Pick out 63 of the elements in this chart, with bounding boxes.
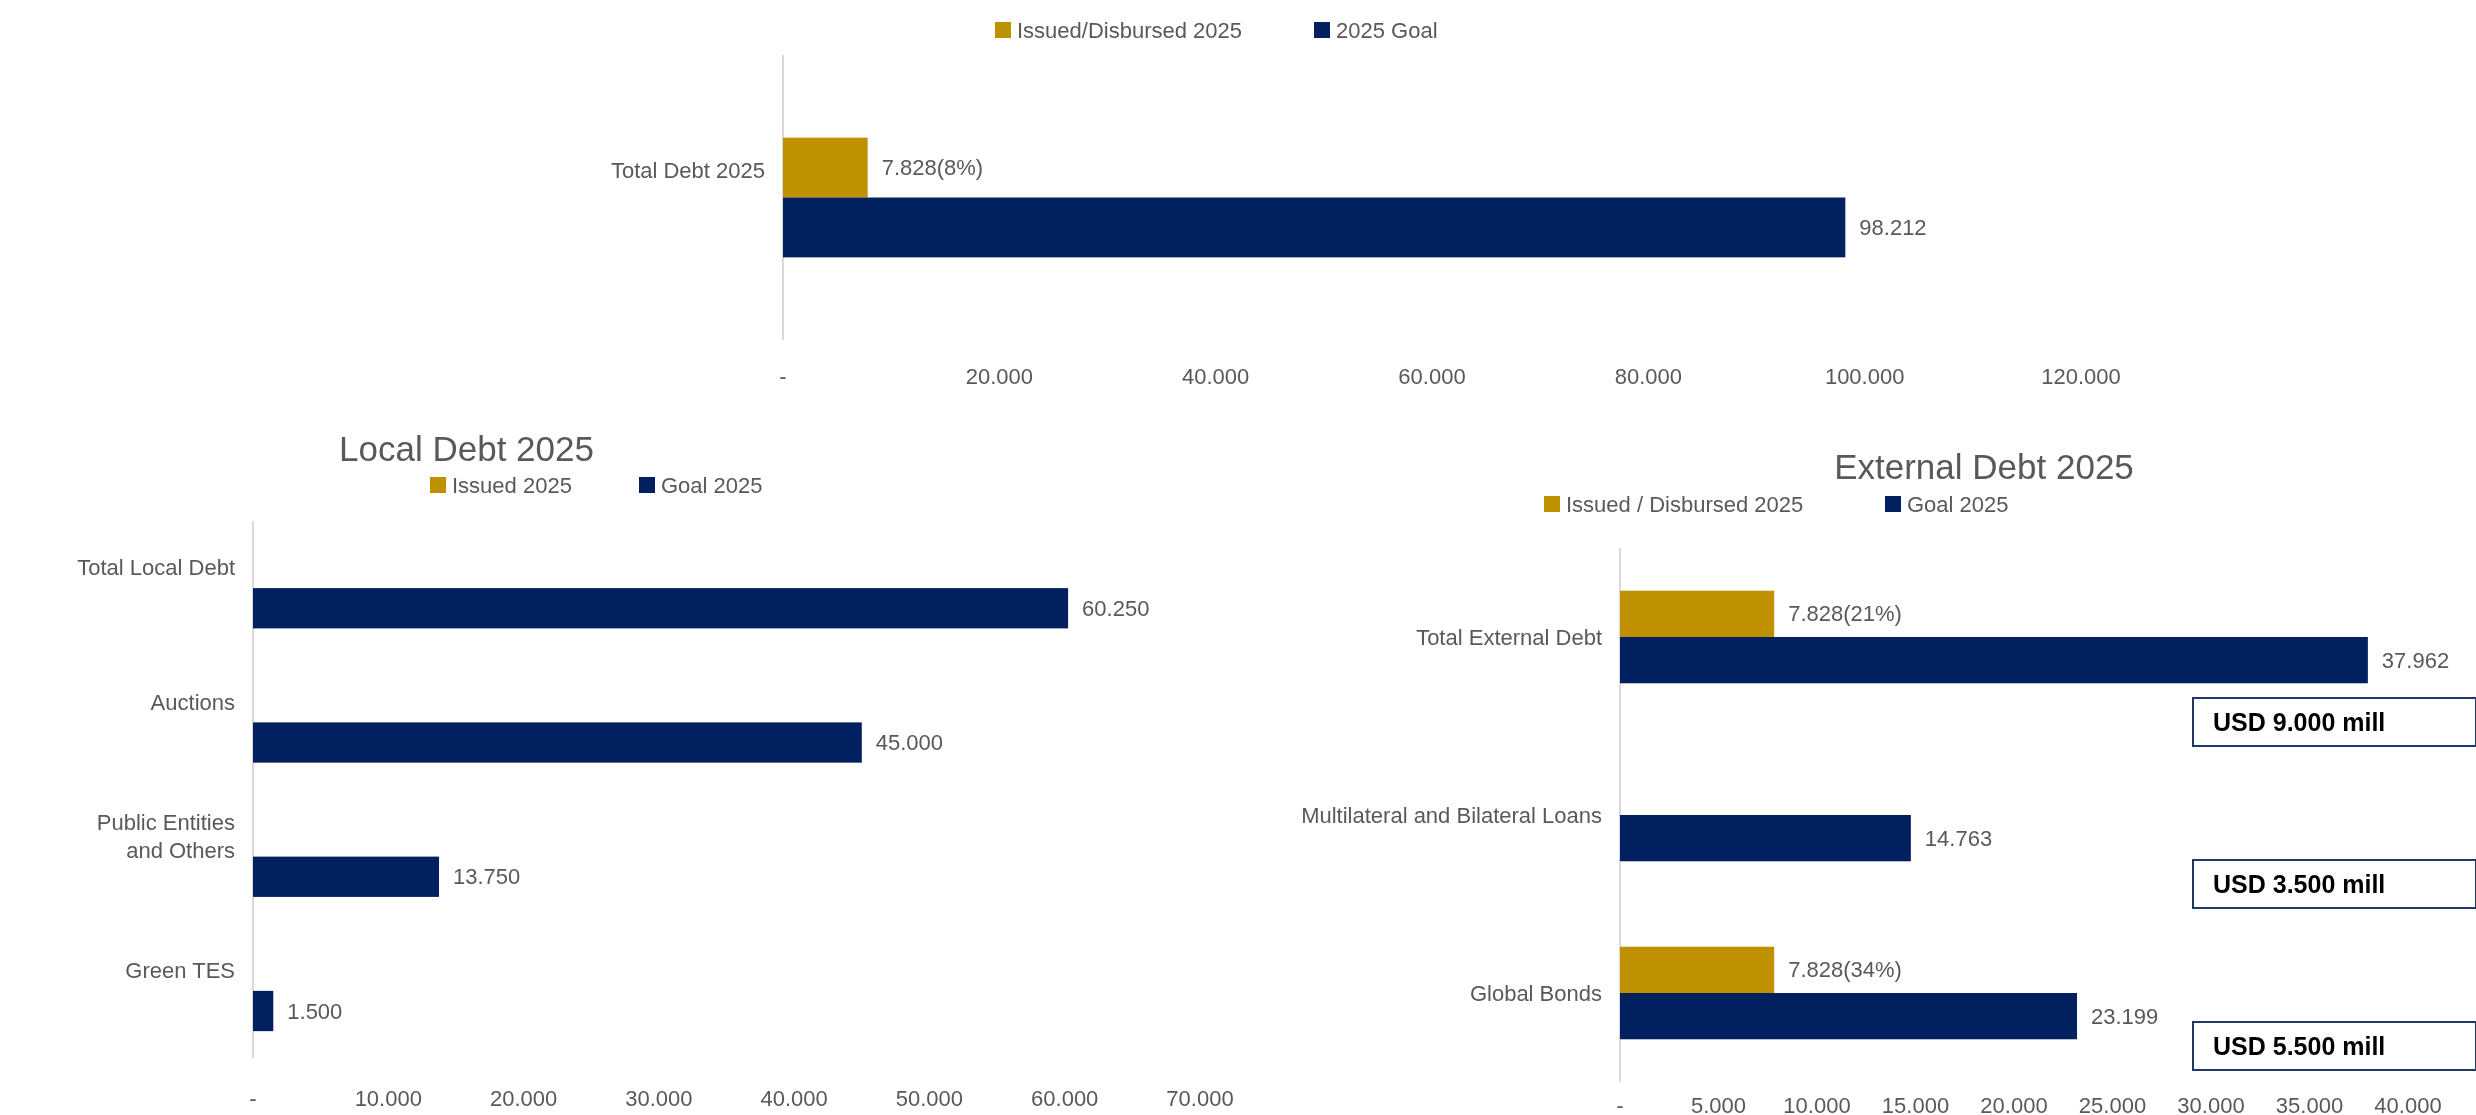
bar: [253, 990, 274, 1032]
data-label: 98.212: [1859, 214, 1927, 240]
data-label: 23.199: [2091, 1003, 2159, 1029]
y-tick-label: Multilateral and Bilateral Loans: [1301, 802, 1602, 828]
x-tick-label: 10.000: [1783, 1092, 1851, 1115]
x-tick-label: 40.000: [2374, 1092, 2442, 1115]
x-tick-label: 70.000: [1166, 1085, 1234, 1111]
legend-label: Issued 2025: [452, 472, 572, 498]
data-label: 7.828(8%): [881, 155, 984, 181]
y-tick-label: Public Entities and Others: [96, 809, 235, 863]
y-tick-label: Global Bonds: [1469, 980, 1602, 1006]
x-tick-label: 35.000: [2275, 1092, 2344, 1115]
x-tick-label: 40.000: [760, 1085, 828, 1111]
bar: [1620, 637, 2368, 684]
data-label: 45.000: [875, 730, 944, 756]
y-tick-label: Auctions: [150, 689, 235, 715]
x-tick-label: 30.000: [2177, 1092, 2245, 1115]
x-tick-label: 20.000: [965, 363, 1033, 389]
x-tick-label: 10.000: [354, 1085, 422, 1111]
data-label: 7.828(34%): [1788, 957, 1902, 983]
legend-label: Issued / Disbursed 2025: [1566, 491, 1804, 517]
data-label: 13.750: [453, 864, 521, 890]
x-tick-label: 60.000: [1031, 1085, 1099, 1111]
x-tick-label: -: [779, 363, 787, 389]
x-tick-label: 50.000: [895, 1085, 964, 1111]
x-tick-label: 15.000: [1881, 1092, 1950, 1115]
x-tick-label: 5.000: [1690, 1092, 1747, 1115]
bar: [253, 722, 862, 763]
annotation: USD 3.500 mill: [2213, 870, 2386, 898]
chart-title: Local Debt 2025: [339, 428, 594, 468]
x-tick-label: 120.000: [2041, 363, 2121, 389]
data-label: 37.962: [2381, 647, 2450, 673]
bar: [253, 856, 440, 897]
x-tick-label: 60.000: [1398, 363, 1466, 389]
legend-label: Goal 2025: [1907, 491, 2009, 517]
annotation: USD 5.500 mill: [2213, 1032, 2386, 1060]
y-tick-label: Total Debt 2025: [610, 158, 765, 184]
legend-label: Issued/Disbursed 2025: [1017, 17, 1243, 43]
bar: [1620, 946, 1775, 993]
x-tick-label: 40.000: [1182, 363, 1250, 389]
data-label: 1.500: [287, 998, 343, 1024]
bar: [1620, 590, 1775, 637]
data-label: 14.763: [1924, 825, 1993, 851]
y-tick-label: Total Local Debt: [77, 555, 235, 581]
bar: [1620, 815, 1911, 862]
bar: [1620, 993, 2078, 1040]
x-tick-label: 80.000: [1614, 363, 1682, 389]
x-tick-label: -: [1616, 1092, 1624, 1115]
annotation: USD 9.000 mill: [2213, 708, 2386, 736]
x-tick-label: 100.000: [1824, 363, 1905, 389]
y-tick-label: Green TES: [125, 958, 235, 984]
x-tick-label: 20.000: [489, 1085, 558, 1111]
legend-label: 2025 Goal: [1336, 17, 1438, 43]
x-tick-label: -: [249, 1085, 257, 1111]
chart-title: External Debt 2025: [1834, 446, 2134, 486]
bar: [253, 588, 1069, 629]
legend-label: Goal 2025: [661, 472, 763, 498]
data-label: 60.250: [1082, 595, 1150, 621]
x-tick-label: 20.000: [1980, 1092, 2048, 1115]
x-tick-label: 30.000: [625, 1085, 693, 1111]
data-label: 7.828(21%): [1788, 601, 1902, 627]
y-tick-label: Total External Debt: [1416, 624, 1602, 650]
x-tick-label: 25.000: [2078, 1092, 2147, 1115]
